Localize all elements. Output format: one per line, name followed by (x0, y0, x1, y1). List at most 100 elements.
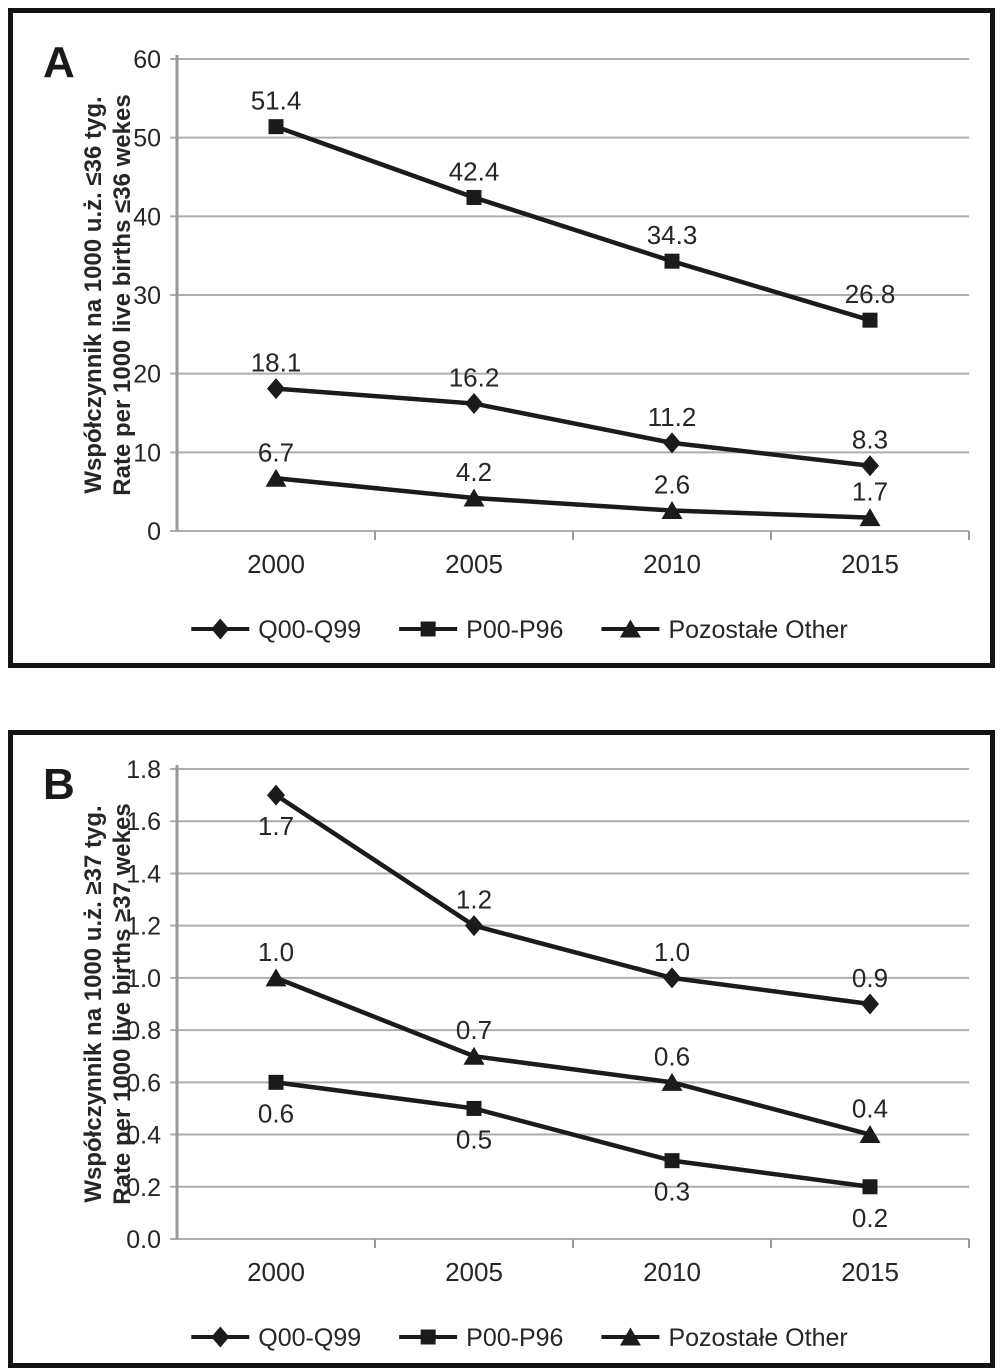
triangle-marker-icon (463, 488, 485, 507)
square-marker-icon (466, 1100, 482, 1116)
triangle-marker-icon (265, 968, 287, 987)
series-line-Q00-Q99 (275, 386, 871, 468)
diamond-marker-icon (465, 393, 483, 415)
data-point-label: 0.4 (852, 1094, 888, 1124)
triangle-marker-icon (463, 1046, 485, 1065)
legend: Q00-Q99 P00-P96 Pozostałe Other (191, 616, 848, 644)
y-tick-label: 1.8 (126, 756, 161, 784)
square-marker-icon (268, 119, 284, 135)
y-tick-label: 0.0 (126, 1226, 161, 1254)
series-line-P00-P96 (275, 124, 871, 323)
data-point-label: 0.9 (852, 963, 888, 993)
y-tick-label: 40 (133, 203, 161, 231)
diamond-marker-icon (267, 784, 285, 806)
y-tick-label: 50 (133, 125, 161, 153)
legend-item: P00-P96 (399, 1324, 563, 1352)
data-point-label: 0.2 (852, 1203, 888, 1233)
data-point-label: 0.6 (258, 1098, 294, 1128)
legend-item: P00-P96 (399, 616, 563, 644)
y-axis-title-line: Współczynnik na 1000 u.ż. ≤36 tyg. (80, 96, 107, 493)
data-point-label: 1.0 (258, 937, 294, 967)
x-tick-label: 2000 (247, 549, 305, 579)
y-tick-label: 0.8 (126, 1017, 161, 1045)
legend-label: Pozostałe Other (668, 616, 847, 644)
triangle-marker-icon (661, 1072, 683, 1091)
data-point-label: 42.4 (449, 156, 500, 186)
square-marker-icon (664, 253, 680, 269)
square-marker-icon (420, 621, 436, 637)
data-point-label: 2.6 (654, 470, 690, 500)
legend: Q00-Q99 P00-P96 Pozostałe Other (191, 1324, 848, 1352)
data-point-label: 1.7 (258, 811, 294, 841)
y-tick-label: 0.6 (126, 1069, 161, 1097)
diamond-marker-icon (211, 1326, 230, 1348)
legend-label: Q00-Q99 (258, 1324, 361, 1352)
data-point-label: 8.3 (852, 425, 888, 455)
data-point-label: 0.3 (654, 1177, 690, 1207)
y-tick-label: 0.4 (126, 1122, 161, 1150)
y-tick-label: 0 (147, 518, 161, 546)
y-axis-title-line: Rate per 1000 live births ≤36 wekes (109, 94, 136, 495)
data-point-label: 0.7 (456, 1015, 492, 1045)
x-tick-label: 2015 (841, 1257, 899, 1287)
data-point-label: 26.8 (845, 279, 896, 309)
y-axis-title-line: Rate per 1000 live births ≥37 wekes (109, 803, 136, 1204)
diamond-marker-icon (211, 618, 230, 640)
data-point-label: 11.2 (648, 402, 697, 432)
series-line-Pozostałe Other (275, 476, 871, 520)
data-point-label: 1.0 (654, 937, 690, 967)
x-tick-label: 2005 (445, 549, 503, 579)
y-tick-label: 10 (133, 439, 161, 467)
data-point-label: 4.2 (456, 457, 492, 487)
series-line-P00-P96 (275, 1080, 871, 1190)
x-tick-label: 2005 (445, 1257, 503, 1287)
data-point-label: 34.3 (647, 220, 698, 250)
data-point-label: 18.1 (251, 348, 302, 378)
diamond-marker-icon (663, 967, 681, 989)
data-point-label: 0.6 (654, 1041, 690, 1071)
panel-a: 0 10 20 30 40 50 60 2000 2005 2010 2015 Współczynni… (8, 8, 995, 668)
square-marker-icon (268, 1074, 284, 1090)
diamond-marker-icon (861, 993, 879, 1015)
y-tick-label: 1.0 (126, 965, 161, 993)
x-tick-label: 2010 (643, 1257, 701, 1287)
square-marker-icon (664, 1153, 680, 1169)
triangle-marker-icon (619, 619, 641, 638)
triangle-marker-icon (265, 468, 287, 487)
y-tick-label: 20 (133, 361, 161, 389)
y-tick-label: 30 (133, 282, 161, 310)
data-point-label: 16.2 (449, 363, 500, 393)
triangle-marker-icon (859, 508, 881, 527)
legend-label: P00-P96 (466, 616, 563, 644)
legend-label: Q00-Q99 (258, 616, 361, 644)
series-line-Q00-Q99 (274, 793, 871, 1007)
series-line-Pozostałe Other (275, 975, 871, 1137)
panel-b-corner-label: B (43, 760, 75, 809)
y-tick-label: 1.4 (126, 860, 161, 888)
square-marker-icon (466, 189, 482, 205)
square-marker-icon (862, 1179, 878, 1195)
square-marker-icon (420, 1329, 436, 1345)
legend-item: Pozostałe Other (601, 616, 848, 644)
data-point-label: 51.4 (251, 86, 302, 116)
y-tick-label: 1.2 (126, 913, 161, 941)
legend-item: Q00-Q99 (191, 1324, 361, 1352)
diamond-marker-icon (267, 378, 285, 400)
y-tick-label: 0.2 (126, 1174, 161, 1202)
y-tick-label: 60 (133, 46, 161, 74)
panel-b: 0.0 0.2 0.4 0.6 0.8 1.0 1.2 1.4 1.6 1.8 2000 2005 20… (8, 730, 995, 1368)
data-point-label: 1.2 (456, 885, 492, 915)
data-point-label: 0.5 (456, 1124, 492, 1154)
triangle-marker-icon (661, 501, 683, 520)
y-axis-title-line: Współczynnik na 1000 u.ż. ≥37 tyg. (80, 805, 107, 1202)
chart-a-svg: 0 10 20 30 40 50 60 2000 2005 2010 2015 Współczynni… (80, 46, 970, 644)
diamond-marker-icon (663, 432, 681, 454)
diamond-marker-icon (861, 455, 879, 477)
y-tick-label: 1.6 (126, 808, 161, 836)
triangle-marker-icon (619, 1327, 641, 1346)
legend-label: Pozostałe Other (668, 1324, 847, 1352)
panel-a-corner-label: A (43, 38, 75, 87)
legend-item: Pozostałe Other (601, 1324, 848, 1352)
x-tick-label: 2000 (247, 1257, 305, 1287)
